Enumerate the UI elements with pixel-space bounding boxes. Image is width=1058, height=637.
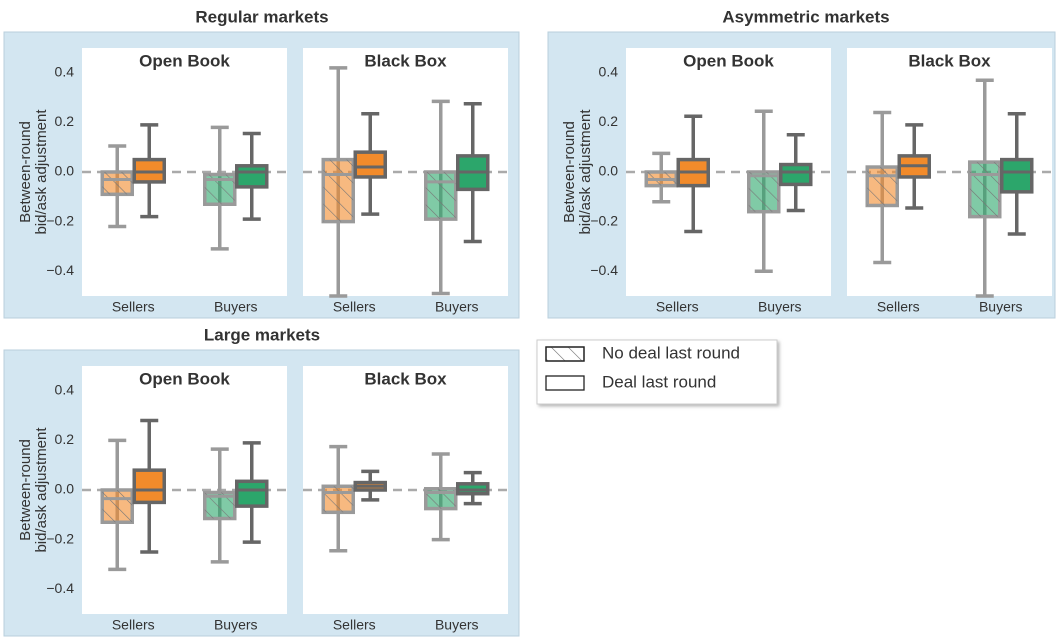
box-hatch [969,162,1000,217]
panel-title: Open Book [139,51,230,70]
box [235,164,269,189]
box-hatch [323,486,354,513]
group-title: Regular markets [195,7,328,26]
y-axis-label: bid/ask adjustment [577,109,594,235]
panel-title: Black Box [364,369,447,388]
y-tick-label: 0.0 [55,481,75,497]
x-tick-label: Sellers [112,617,155,633]
x-tick-label: Sellers [333,617,376,633]
y-tick-label: −0.4 [46,262,74,278]
box [235,479,269,508]
box [353,150,387,179]
panel-title: Black Box [908,51,991,70]
box-hatch [102,172,133,195]
panel-title: Black Box [364,51,447,70]
y-tick-label: 0.2 [55,431,75,447]
group-title: Asymmetric markets [722,7,889,26]
y-tick-label: −0.2 [46,212,74,228]
legend-label: Deal last round [602,372,716,391]
box-hatch [748,172,779,212]
x-tick-label: Buyers [435,299,479,315]
box-hatch [867,167,898,206]
y-tick-label: −0.4 [46,580,74,596]
y-tick-label: 0.4 [55,382,75,398]
x-tick-label: Sellers [333,299,376,315]
x-tick-label: Buyers [979,299,1023,315]
panel-title: Open Book [683,51,774,70]
y-tick-label: 0.4 [55,64,75,80]
box [132,468,166,505]
box-hatch [102,490,133,523]
legend-label: No deal last round [602,343,740,362]
x-tick-label: Sellers [656,299,699,315]
y-tick-label: −0.2 [46,530,74,546]
y-tick-label: 0.0 [55,163,75,179]
y-tick-label: 0.0 [599,163,619,179]
y-axis-label: bid/ask adjustment [33,427,50,553]
box [1000,157,1034,194]
x-tick-label: Sellers [112,299,155,315]
y-tick-label: 0.2 [55,113,75,129]
y-axis-label: Between-round [17,439,34,541]
legend-patch [545,375,585,391]
x-tick-label: Sellers [877,299,920,315]
x-tick-label: Buyers [214,299,258,315]
box [779,162,813,187]
x-tick-label: Buyers [758,299,802,315]
x-tick-label: Buyers [435,617,479,633]
y-tick-label: 0.4 [599,64,619,80]
y-axis-label: Between-round [17,121,34,223]
group-title: Large markets [204,325,320,344]
panel-title: Open Book [139,369,230,388]
legend-hatch [545,346,585,362]
y-tick-label: −0.4 [590,262,618,278]
box-hatch [425,172,456,220]
y-tick-label: −0.2 [590,212,618,228]
legend-box [536,339,778,405]
y-axis-label: bid/ask adjustment [33,109,50,235]
x-tick-label: Buyers [214,617,258,633]
y-tick-label: 0.2 [599,113,619,129]
y-axis-label: Between-round [561,121,578,223]
box-hatch [323,159,354,222]
